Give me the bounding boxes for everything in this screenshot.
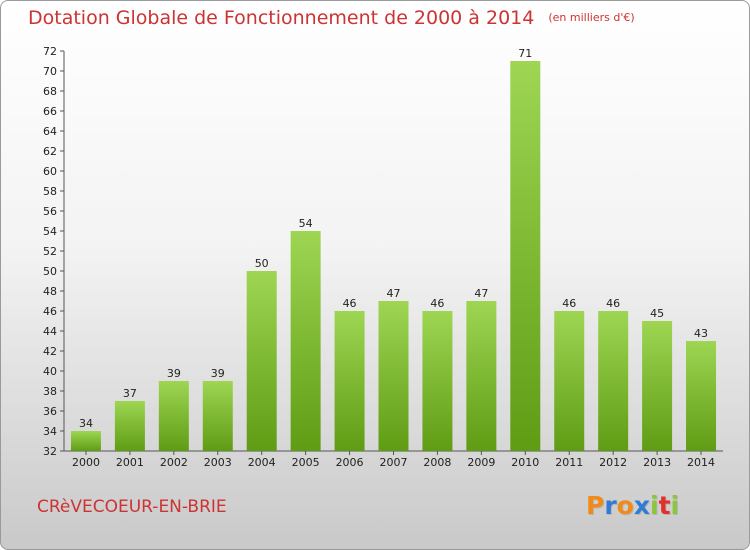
x-tick-label: 2011	[555, 456, 583, 469]
y-tick-label: 70	[43, 65, 57, 78]
bar	[686, 341, 717, 451]
y-tick-label: 58	[43, 185, 57, 198]
y-tick-label: 52	[43, 245, 57, 258]
bar	[554, 311, 585, 451]
bar-value-label: 34	[79, 417, 93, 430]
bar-value-label: 54	[299, 217, 313, 230]
y-tick-label: 68	[43, 85, 57, 98]
logo-letter: i	[650, 491, 659, 520]
x-tick-label: 2000	[72, 456, 100, 469]
y-tick-label: 48	[43, 285, 57, 298]
bar	[158, 381, 189, 451]
y-tick-label: 38	[43, 385, 57, 398]
bar-value-label: 46	[606, 297, 620, 310]
x-tick-label: 2007	[380, 456, 408, 469]
y-tick-label: 54	[43, 225, 57, 238]
y-tick-label: 40	[43, 365, 57, 378]
bar	[334, 311, 365, 451]
chart-title: Dotation Globale de Fonctionnement de 20…	[28, 7, 635, 29]
bar-value-label: 39	[211, 367, 225, 380]
x-tick-label: 2006	[336, 456, 364, 469]
bar-value-label: 46	[343, 297, 357, 310]
x-tick-label: 2013	[643, 456, 671, 469]
logo-letter: P	[586, 491, 605, 520]
y-tick-label: 42	[43, 345, 57, 358]
bar-value-label: 47	[387, 287, 401, 300]
value-labels: 34 37 39 39 50 54 46 47 46 47 71 46 46 45 43	[79, 47, 708, 430]
bar	[70, 431, 101, 451]
bar	[598, 311, 629, 451]
bar	[378, 301, 409, 451]
bar-value-label: 46	[430, 297, 444, 310]
commune-name: CRèVECOEUR-EN-BRIE	[37, 497, 227, 517]
y-tick-label: 50	[43, 265, 57, 278]
bar	[114, 401, 145, 451]
chart-unit: (en milliers d'€)	[548, 11, 635, 24]
bar-value-label: 37	[123, 387, 137, 400]
bar	[422, 311, 453, 451]
logo-letter: r	[604, 491, 617, 520]
y-tick-label: 32	[43, 445, 57, 458]
bar-value-label: 45	[650, 307, 664, 320]
bar-value-label: 50	[255, 257, 269, 270]
chart-title-text: Dotation Globale de Fonctionnement de 20…	[28, 7, 535, 29]
bar-value-label: 47	[474, 287, 488, 300]
bar	[642, 321, 673, 451]
y-tick-label: 62	[43, 145, 57, 158]
y-tick-label: 44	[43, 325, 57, 338]
y-tick-label: 46	[43, 305, 57, 318]
bar-value-label: 39	[167, 367, 181, 380]
y-tick-label: 60	[43, 165, 57, 178]
x-tick-label: 2004	[248, 456, 276, 469]
bar	[466, 301, 497, 451]
logo-letter: i	[670, 491, 680, 520]
bar	[202, 381, 233, 451]
x-tick-label: 2014	[687, 456, 715, 469]
y-tick-label: 72	[43, 45, 57, 58]
logo-letter: x	[633, 491, 650, 520]
bar	[290, 231, 321, 451]
bar-value-label: 71	[518, 47, 532, 60]
y-tick-label: 34	[43, 425, 57, 438]
y-tick-label: 36	[43, 405, 57, 418]
x-tick-label: 2005	[292, 456, 320, 469]
bar-value-label: 43	[694, 327, 708, 340]
x-tick-label: 2009	[467, 456, 495, 469]
y-tick-label: 64	[43, 125, 57, 138]
x-tick-label: 2010	[511, 456, 539, 469]
proxiti-logo[interactable]: Proxiti	[586, 491, 679, 520]
y-tick-label: 66	[43, 105, 57, 118]
x-tick-label: 2002	[160, 456, 188, 469]
x-tick-label: 2008	[423, 456, 451, 469]
y-tick-label: 56	[43, 205, 57, 218]
bar	[510, 61, 541, 451]
bars	[70, 61, 717, 451]
logo-letter: t	[658, 491, 671, 520]
x-tick-label: 2001	[116, 456, 144, 469]
bar-value-label: 46	[562, 297, 576, 310]
x-tick-label: 2003	[204, 456, 232, 469]
bar	[246, 271, 277, 451]
logo-letter: o	[616, 491, 634, 520]
x-tick-label: 2012	[599, 456, 627, 469]
